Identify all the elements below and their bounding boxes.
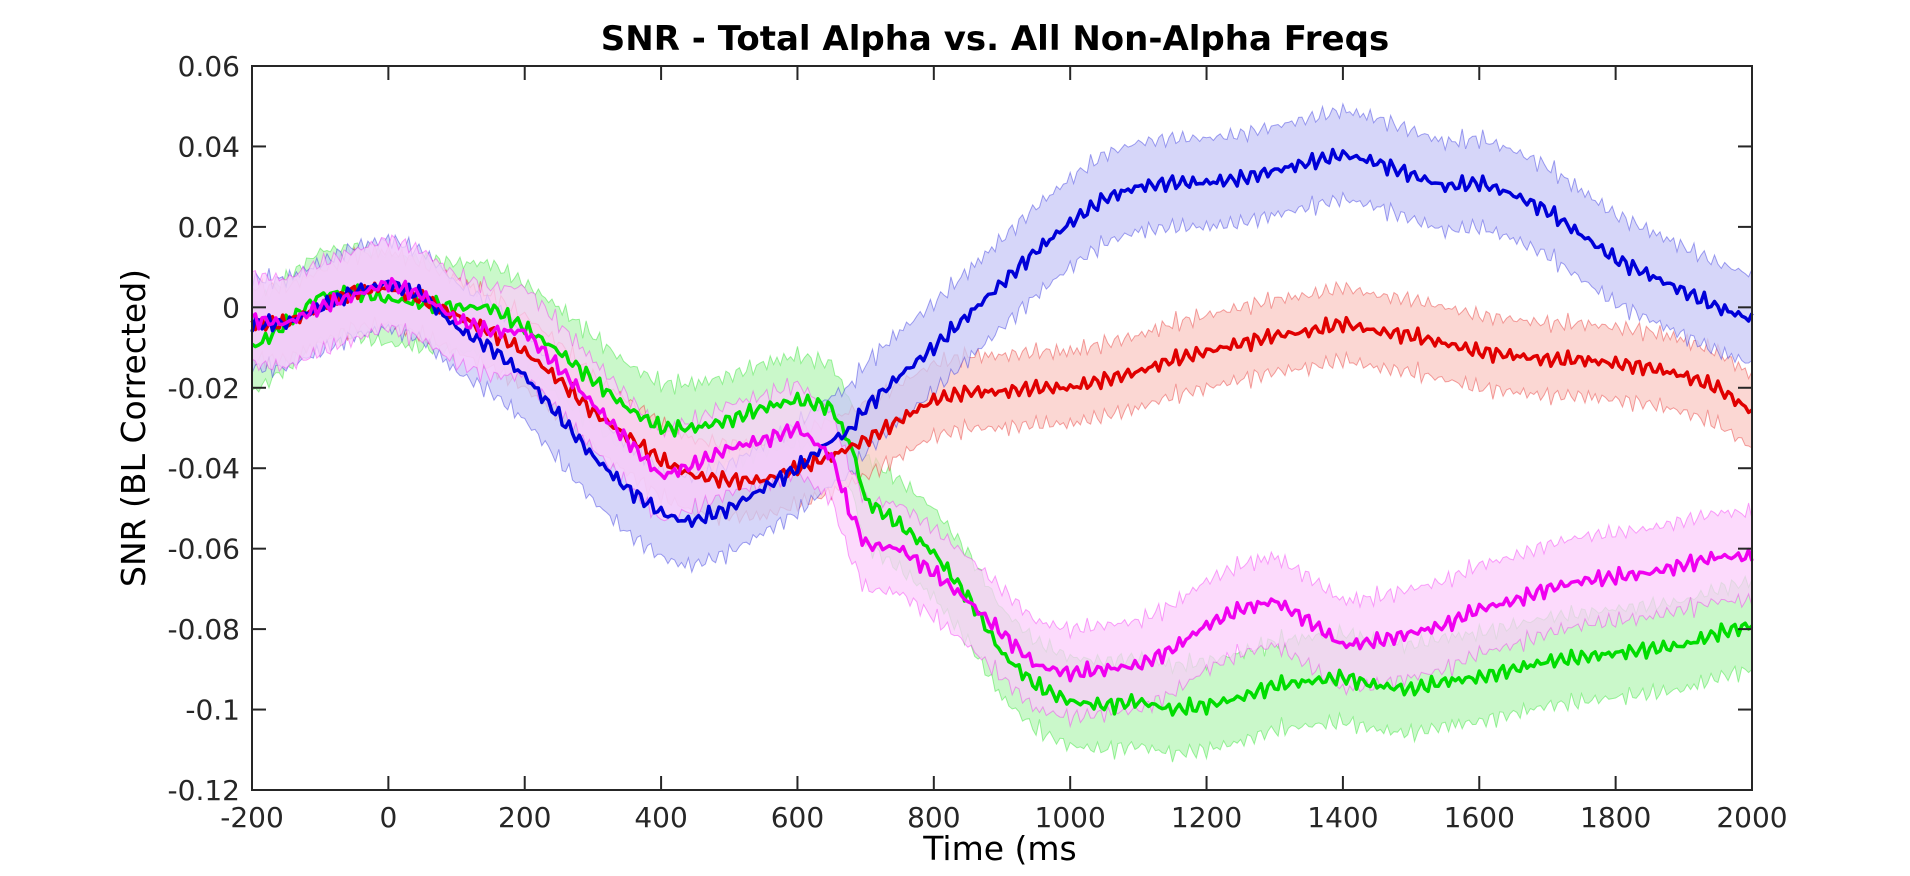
x-tick-label: 400: [634, 801, 687, 834]
series-layer: [250, 102, 1754, 763]
x-tick-label: 1000: [1035, 801, 1106, 834]
y-tick-label: -0.12: [168, 774, 240, 807]
x-tick-label: 2000: [1716, 801, 1787, 834]
series-3-line: [250, 276, 1754, 683]
series-2-line: [250, 147, 1754, 528]
y-tick-label: -0.02: [168, 372, 240, 405]
x-axis-title: Time (ms: [922, 829, 1076, 868]
x-tick-label: -200: [220, 801, 284, 834]
y-tick-label: -0.06: [168, 533, 240, 566]
x-tick-label: 1800: [1580, 801, 1651, 834]
y-tick-label: 0.06: [178, 50, 240, 83]
x-tick-label: 1400: [1307, 801, 1378, 834]
y-axis-title: SNR (BL Corrected): [114, 269, 153, 587]
y-axis: 0.06 0.04 0.02 0 -0.02 -0.04 -0.06 -0.08 -0.1 -0.…: [168, 50, 1752, 807]
y-tick-label: 0.02: [178, 211, 240, 244]
y-tick-label: -0.1: [185, 694, 240, 727]
y-tick-label: -0.04: [168, 452, 240, 485]
chart-title: SNR - Total Alpha vs. All Non-Alpha Freq…: [601, 19, 1389, 59]
series-0-line: [250, 283, 1754, 717]
plot-frame: [251, 65, 1753, 791]
x-tick-label: 800: [907, 801, 960, 834]
y-tick-label: -0.08: [168, 613, 240, 646]
y-tick-label: 0: [222, 291, 240, 324]
y-tick-label: 0.04: [178, 130, 240, 163]
x-tick-label: 0: [379, 801, 397, 834]
x-tick-label: 200: [498, 801, 551, 834]
x-axis: -200 0 200 400 600 800 1000 1200 1400 1600 1800 200…: [220, 66, 1788, 834]
x-tick-label: 1600: [1444, 801, 1515, 834]
x-tick-label: 1200: [1171, 801, 1242, 834]
x-tick-label: 600: [771, 801, 824, 834]
